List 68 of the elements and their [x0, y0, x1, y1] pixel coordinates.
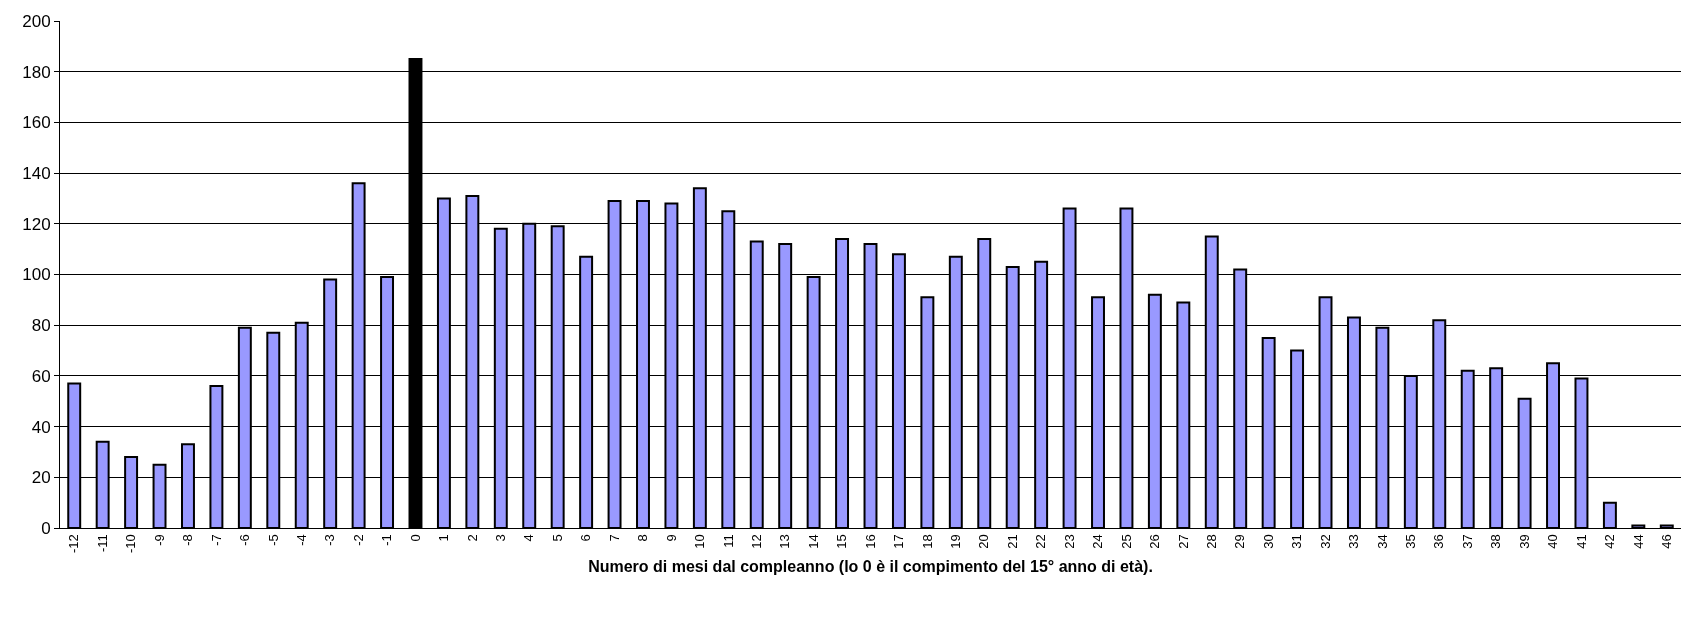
y-tick-label: 40 — [31, 417, 51, 437]
x-tick-label: 30 — [1260, 534, 1276, 549]
x-tick-label: 46 — [1659, 534, 1675, 549]
y-tick-label: 80 — [31, 316, 51, 336]
y-tick-label: 100 — [22, 265, 51, 285]
x-tick-label: 5 — [549, 534, 565, 542]
x-tick-label: -10 — [123, 534, 139, 553]
x-tick-label: 11 — [720, 534, 736, 548]
x-tick-label: -4 — [293, 534, 309, 546]
x-tick-label: 3 — [493, 534, 509, 542]
x-tick-label: 19 — [948, 534, 964, 549]
x-tick-label: -6 — [237, 534, 253, 546]
y-tick-label: 60 — [31, 366, 51, 386]
y-tick-label: 120 — [22, 214, 51, 234]
x-tick-label: 32 — [1317, 534, 1333, 549]
x-tick-label: 20 — [976, 534, 992, 549]
x-axis-title: Numero di mesi dal compleanno (lo 0 è il compimento del 15° anno di età). — [588, 557, 1153, 575]
x-tick-label: 44 — [1630, 534, 1646, 549]
x-tick-label: 29 — [1232, 534, 1248, 549]
y-tick-label: 180 — [22, 62, 51, 82]
x-tick-label: 28 — [1203, 534, 1219, 549]
x-tick-label: 24 — [1090, 534, 1106, 549]
x-tick-label: 12 — [748, 534, 764, 549]
x-tick-label: 2 — [464, 534, 480, 542]
x-tick-label: 13 — [777, 534, 793, 549]
x-tick-label: 7 — [606, 534, 622, 542]
x-tick-label: 22 — [1033, 534, 1049, 549]
x-tick-label: -11 — [94, 534, 110, 553]
y-tick-label: 160 — [22, 113, 51, 133]
x-tick-label: 18 — [919, 534, 935, 549]
x-tick-label: 25 — [1118, 534, 1134, 549]
x-tick-label: 41 — [1573, 534, 1589, 549]
x-tick-label: -2 — [350, 534, 366, 546]
y-tick-label: 140 — [22, 164, 51, 184]
x-tick-label: 40 — [1545, 534, 1561, 549]
x-tick-label: -8 — [180, 534, 196, 546]
x-tick-label: 23 — [1061, 534, 1077, 549]
x-tick-label: 31 — [1289, 534, 1305, 549]
x-tick-label: 34 — [1374, 534, 1390, 549]
y-tick-label: 200 — [22, 11, 51, 31]
x-tick-label: -9 — [151, 534, 167, 546]
x-tick-label: 10 — [692, 534, 708, 549]
x-tick-label: 37 — [1459, 534, 1475, 549]
x-tick-label: 9 — [663, 534, 679, 542]
x-tick-label: 36 — [1431, 534, 1447, 549]
x-tick-label: 33 — [1346, 534, 1362, 549]
x-tick-label: 0 — [407, 534, 423, 542]
y-tick-label: 20 — [31, 468, 51, 488]
x-tick-label: 1 — [436, 534, 452, 542]
x-tick-label: -3 — [322, 534, 338, 546]
x-tick-label: 42 — [1602, 534, 1618, 549]
x-tick-label: 16 — [862, 534, 878, 549]
x-tick-label: 38 — [1488, 534, 1504, 549]
x-tick-label: 21 — [1004, 534, 1020, 549]
x-tick-label: 17 — [891, 534, 907, 549]
x-tick-label: 8 — [635, 534, 651, 542]
x-tick-label: 39 — [1516, 534, 1532, 549]
x-tick-label: -5 — [265, 534, 281, 546]
x-tick-label: 26 — [1147, 534, 1163, 549]
x-tick-label: -7 — [208, 534, 224, 546]
x-tick-label: 6 — [578, 534, 594, 542]
x-tick-label: -12 — [66, 534, 82, 553]
x-tick-label: 15 — [834, 534, 850, 549]
x-tick-label: 4 — [521, 534, 537, 542]
x-tick-label: 14 — [805, 534, 821, 549]
x-tick-label: 35 — [1403, 534, 1419, 549]
x-tick-label: -1 — [379, 534, 395, 546]
x-tick-label: 27 — [1175, 534, 1191, 549]
